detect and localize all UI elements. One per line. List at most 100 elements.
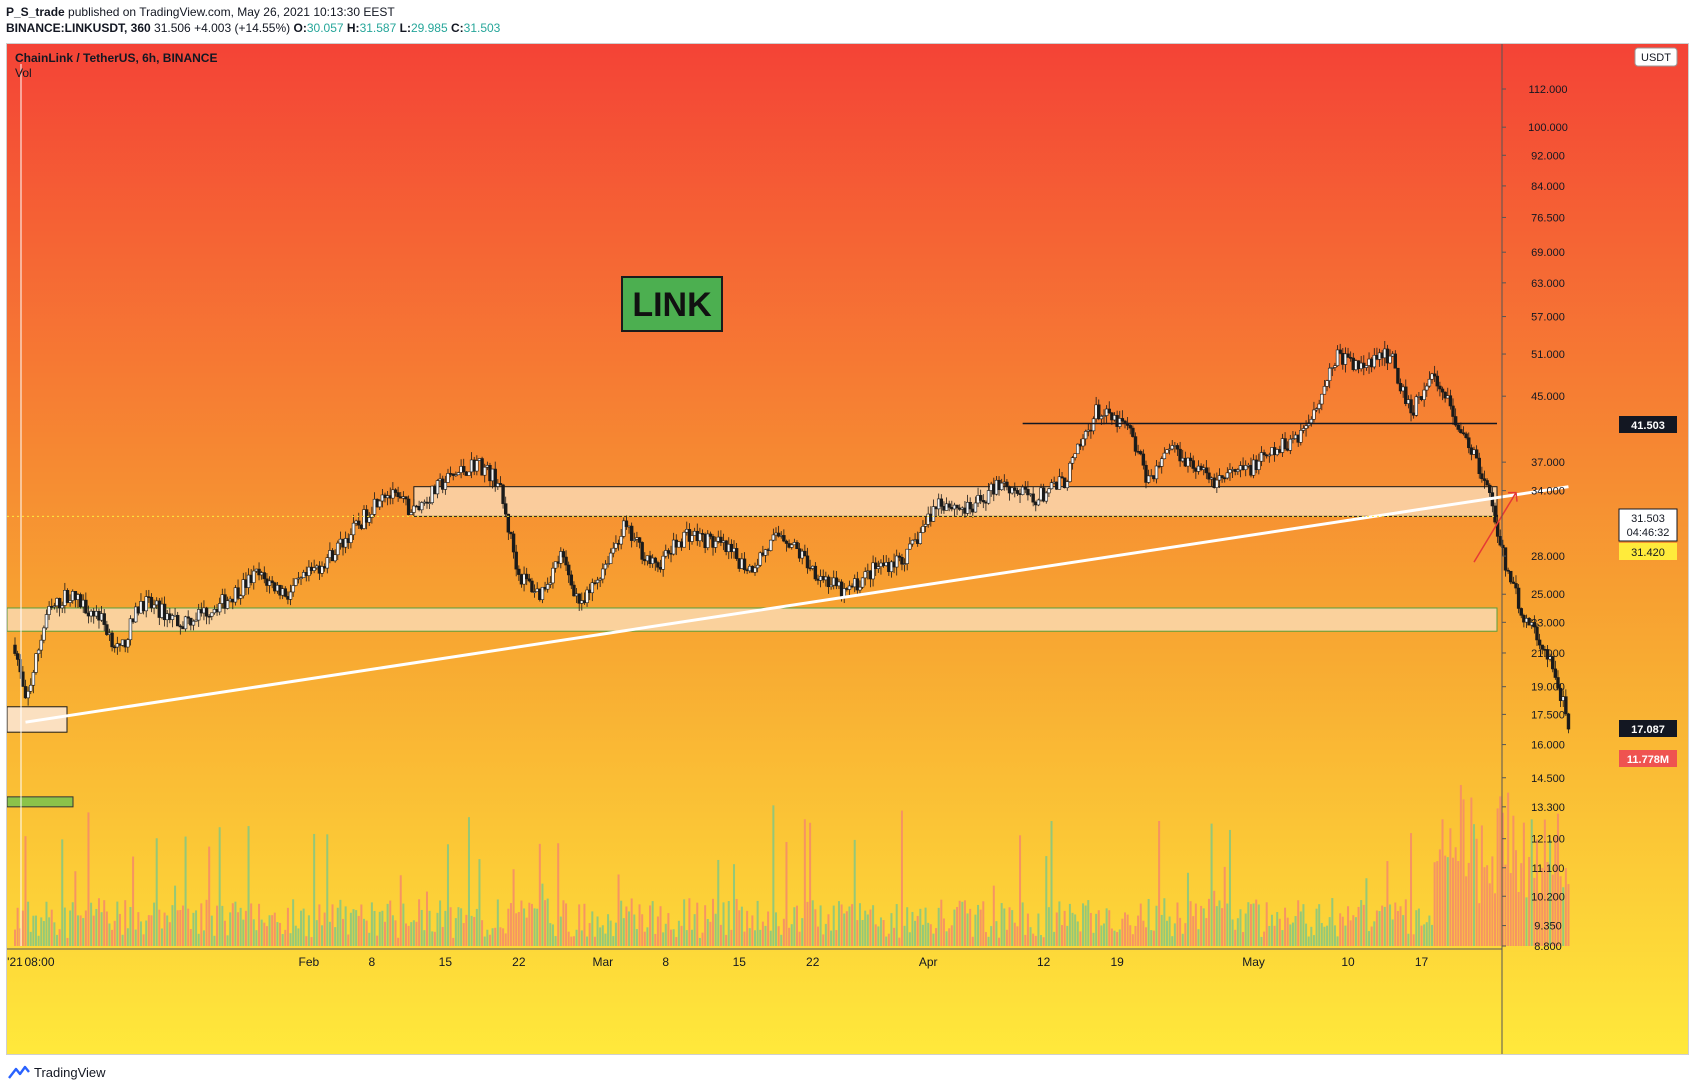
volume-bar	[1299, 911, 1302, 946]
volume-bar	[764, 925, 767, 946]
volume-bar	[570, 936, 573, 946]
volume-bar	[391, 915, 394, 946]
volume-bar	[71, 902, 74, 946]
volume-bar	[874, 924, 877, 946]
candle-body	[68, 600, 72, 603]
candle-body	[1178, 448, 1182, 462]
candle-body	[1026, 489, 1030, 496]
chart-area[interactable]: ChainLink / TetherUS, 6h, BINANCE Vol LI…	[6, 43, 1689, 1055]
candle-body	[782, 535, 786, 542]
volume-bar	[1412, 934, 1415, 946]
volume-bar	[113, 920, 116, 946]
volume-bar	[504, 933, 507, 946]
volume-bar	[1045, 856, 1048, 946]
volume-bar	[1257, 904, 1260, 946]
volume-bar	[651, 901, 654, 946]
volume-bar	[294, 925, 297, 946]
volume-bar	[53, 922, 56, 946]
volume-bar	[748, 928, 751, 946]
volume-bar	[790, 924, 793, 946]
volume-bar	[544, 900, 547, 946]
candle-body	[1259, 452, 1264, 462]
volume-bar	[1134, 925, 1137, 946]
y-tick-label: 21.000	[1531, 648, 1565, 660]
candle-body	[467, 471, 471, 476]
candle-body	[1464, 433, 1468, 439]
volume-bar	[893, 927, 896, 946]
volume-bar	[1349, 920, 1352, 946]
candle-body	[1047, 488, 1051, 494]
candle-body	[608, 552, 613, 564]
candle-body	[769, 539, 773, 551]
volume-bar	[1040, 935, 1043, 946]
volume-bar	[1501, 812, 1504, 946]
candle-body	[1509, 570, 1513, 583]
volume-bar	[124, 900, 127, 946]
candle-body	[1551, 656, 1555, 670]
candle-body	[1427, 378, 1432, 387]
candle-body	[13, 644, 17, 654]
footer-brand[interactable]: TradingView	[34, 1064, 106, 1080]
volume-bar	[738, 910, 741, 946]
volume-bar	[300, 910, 303, 946]
candle-body	[1482, 478, 1487, 481]
candle-body	[1220, 475, 1224, 479]
volume-bar	[1530, 819, 1533, 946]
volume-bar	[1213, 890, 1216, 946]
volume-bar	[19, 928, 22, 946]
candle-body	[1372, 354, 1376, 368]
volume-bar	[1281, 930, 1284, 946]
candle-body	[1364, 365, 1369, 368]
volume-bar	[1454, 847, 1457, 946]
volume-bar	[265, 926, 268, 946]
y-tick-label: 16.000	[1531, 740, 1565, 752]
volume-bar	[735, 898, 738, 946]
candle-body	[430, 485, 434, 503]
volume-bar	[1449, 828, 1452, 946]
candle-body	[84, 599, 88, 614]
candle-body	[829, 584, 833, 588]
candle-body	[34, 653, 38, 673]
volume-bar	[995, 921, 998, 946]
candle-body	[1527, 618, 1531, 626]
volume-bar	[1294, 916, 1297, 946]
candle-body	[378, 500, 382, 508]
candle-body	[225, 600, 230, 609]
volume-bar	[1207, 898, 1210, 946]
candle-body	[128, 618, 133, 641]
candle-body	[1540, 644, 1544, 650]
volume-bar	[1066, 925, 1069, 946]
volume-bar	[158, 909, 161, 946]
volume-bar	[457, 907, 460, 946]
volume-bar	[806, 901, 809, 946]
volume-bar	[641, 914, 644, 946]
candle-body	[36, 649, 41, 654]
candle-body	[874, 562, 878, 569]
volume-bar	[1008, 907, 1011, 946]
candle-body	[196, 609, 201, 621]
volume-bar	[1344, 925, 1347, 946]
volume-bar	[1341, 916, 1344, 946]
volume-bar	[360, 904, 363, 946]
volume-bar	[494, 927, 497, 946]
candle-body	[690, 535, 694, 542]
volume-bar	[528, 902, 531, 946]
volume-bar	[646, 927, 649, 946]
volume-bar	[255, 930, 258, 946]
price-chart[interactable]: ChainLink / TetherUS, 6h, BINANCE Vol LI…	[7, 44, 1689, 1055]
author-name[interactable]: P_S_trade	[6, 5, 65, 19]
volume-bar	[1113, 930, 1116, 946]
candle-body	[443, 482, 448, 490]
currency-badge[interactable]: USDT	[1634, 47, 1678, 67]
volume-bar	[685, 930, 688, 946]
volume-bar	[200, 903, 203, 946]
volume-bar	[714, 913, 717, 946]
volume-bar	[557, 843, 560, 946]
candle-body	[1451, 405, 1455, 417]
support-zone	[7, 607, 1498, 632]
volume-bar	[1436, 861, 1439, 946]
candle-body	[545, 584, 550, 590]
y-tick-label: 9.350	[1534, 921, 1562, 933]
volume-bar	[937, 907, 940, 946]
volume-bar	[420, 909, 423, 946]
